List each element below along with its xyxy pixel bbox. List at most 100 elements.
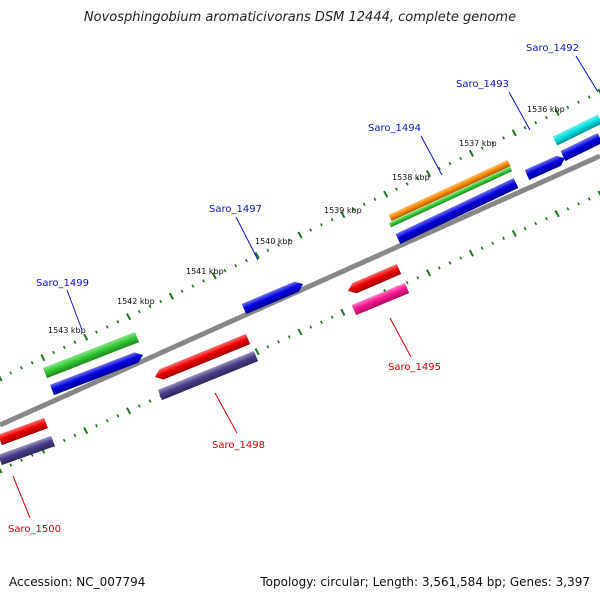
tick-mark: [566, 105, 570, 110]
kbp-label: 1542 kbp: [117, 297, 155, 306]
gene-saro-1492[interactable]: [552, 114, 600, 146]
tick-mark: [480, 246, 484, 250]
gene-saro-1500[interactable]: [0, 417, 48, 446]
gene-saro-1494[interactable]: [388, 159, 511, 222]
kbp-label: 1537 kbp: [459, 139, 497, 148]
tick-mark: [148, 304, 152, 309]
map-title: Novosphingobium aromaticivorans DSM 1244…: [83, 10, 517, 25]
tick-mark: [587, 197, 591, 201]
tick-mark: [73, 433, 77, 438]
gene-label[interactable]: Saro_1493: [456, 79, 509, 90]
gene-saro-1498[interactable]: [155, 333, 251, 380]
tick-mark: [566, 207, 570, 211]
gene-leader-line: [12, 475, 31, 519]
tick-mark: [320, 320, 323, 324]
tick-mark: [320, 223, 323, 227]
gene-leader-line: [420, 135, 443, 176]
tick-mark: [137, 404, 141, 408]
gene-saro-1494-cog2[interactable]: [388, 166, 513, 228]
tick-mark: [468, 249, 474, 257]
kbp-label: 1543 kbp: [48, 326, 86, 335]
tick-mark: [0, 467, 3, 474]
gene-label[interactable]: Saro_1495: [388, 362, 441, 373]
gene-leader-line: [66, 289, 83, 331]
tick-mark: [105, 419, 109, 423]
gene-saro-1499[interactable]: [42, 331, 140, 379]
gene-label[interactable]: Saro_1492: [526, 43, 579, 54]
tick-mark: [245, 258, 248, 263]
gene-saro-1494-cog[interactable]: [395, 178, 519, 244]
tick-mark: [234, 263, 238, 268]
gene-saro-1498-cog[interactable]: [157, 350, 259, 401]
gene-saro-1497[interactable]: [241, 281, 303, 315]
tick-mark: [62, 438, 66, 443]
tick-mark: [297, 328, 303, 336]
tick-mark: [362, 202, 366, 207]
tick-mark: [254, 251, 260, 259]
genome-backbone: [0, 153, 600, 428]
gene-saro-1500-cog[interactable]: [0, 435, 55, 466]
kbp-label: 1536 kbp: [527, 105, 565, 114]
gene-label[interactable]: Saro_1499: [36, 278, 89, 289]
topology-text: Topology: circular; Length: 3,561,584 bp…: [260, 575, 590, 589]
kbp-label: 1540 kbp: [255, 237, 293, 246]
tick-mark: [405, 281, 409, 285]
tick-mark: [416, 177, 420, 181]
gene-leader-line: [389, 317, 412, 358]
tick-mark: [340, 211, 346, 219]
kbp-labels: 1536 kbp 1537 kbp 1538 kbp 1539 kbp 1540 kbp…: [48, 105, 565, 335]
tick-mark: [523, 126, 527, 130]
tick-mark: [180, 289, 184, 293]
tick-mark: [297, 231, 303, 239]
tick-mark: [116, 414, 120, 418]
tick-mark: [511, 229, 517, 237]
tick-mark: [545, 216, 548, 221]
tick-mark: [277, 340, 280, 344]
tick-mark: [383, 190, 389, 198]
tick-mark: [448, 161, 452, 166]
kbp-label: 1538 kbp: [392, 173, 430, 182]
gene-saro-1499-cog[interactable]: [50, 352, 143, 396]
tick-mark: [330, 315, 334, 319]
tick-mark: [202, 279, 205, 283]
tick-mark: [597, 190, 600, 197]
tick-mark: [40, 354, 46, 362]
tick-mark: [597, 88, 600, 95]
tick-mark: [73, 340, 77, 344]
tick-mark: [9, 371, 13, 375]
gene-saro-1493[interactable]: [524, 155, 565, 181]
outer-tick-ring: [0, 88, 600, 382]
gene-saro-1492-cog[interactable]: [560, 133, 600, 161]
tick-mark: [126, 313, 132, 321]
gene-leader-line: [214, 392, 238, 434]
gene-label[interactable]: Saro_1498: [212, 440, 265, 451]
tick-mark: [126, 407, 132, 415]
tick-mark: [416, 276, 420, 280]
tick-mark: [437, 166, 441, 171]
tick-mark: [468, 149, 474, 157]
tick-mark: [254, 348, 260, 356]
tick-mark: [448, 261, 452, 265]
tick-mark: [168, 292, 174, 300]
tick-mark: [116, 320, 120, 324]
gene-label[interactable]: Saro_1497: [209, 204, 262, 215]
tick-mark: [277, 243, 280, 247]
gene-leader-line: [235, 216, 259, 261]
gene-labels: Saro_1492 Saro_1493 Saro_1494 Saro_1495 Saro…: [8, 43, 599, 535]
gene-label[interactable]: Saro_1494: [368, 123, 421, 134]
tick-mark: [266, 248, 270, 253]
tick-mark: [545, 115, 548, 120]
tick-mark: [52, 350, 55, 355]
tick-mark: [480, 146, 484, 150]
tick-mark: [20, 366, 23, 370]
tick-mark: [287, 335, 291, 339]
tick-mark: [83, 427, 89, 435]
gene-saro-1496[interactable]: [348, 263, 402, 294]
tick-mark: [159, 299, 163, 304]
gene-leader-line: [508, 91, 531, 131]
tick-mark: [395, 187, 398, 191]
tick-mark: [287, 238, 291, 242]
gene-saro-1495[interactable]: [351, 282, 410, 316]
gene-label[interactable]: Saro_1500: [8, 524, 61, 535]
tick-mark: [223, 269, 227, 273]
